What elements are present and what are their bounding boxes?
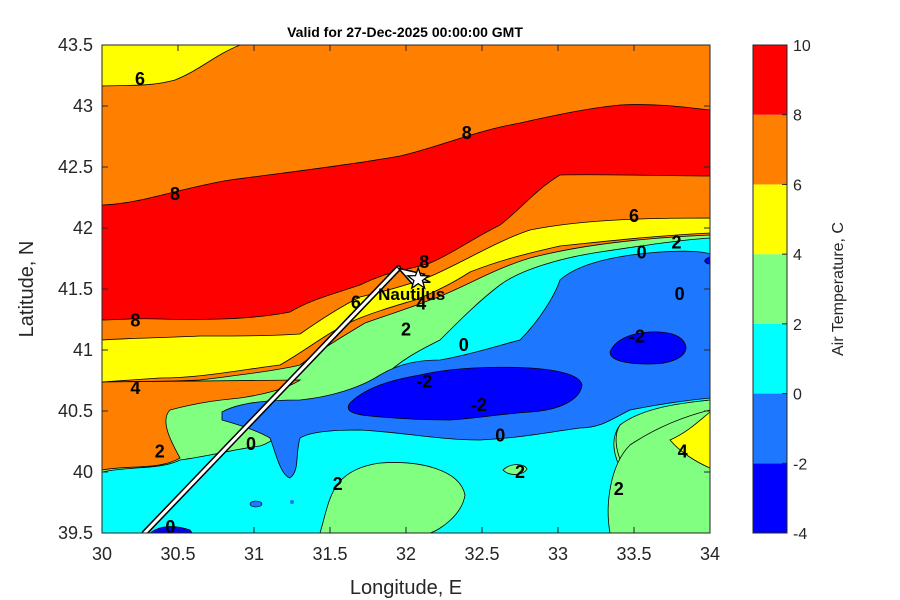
station-label: Nautilus	[378, 285, 445, 304]
station-star-icon	[405, 266, 431, 290]
band-neg4-neg2-east	[609, 331, 687, 365]
contour-label: 2	[401, 319, 411, 339]
band-neg2-0	[221, 250, 710, 479]
contour-label: 2	[155, 441, 165, 461]
contour-label: -2	[416, 372, 432, 392]
track-line	[143, 266, 400, 533]
contour-label: 2	[672, 233, 682, 253]
band-neg4-neg2-edge	[704, 257, 710, 265]
colorbar-tick-label: 0	[793, 387, 802, 404]
contour-label: 0	[637, 242, 647, 262]
speck-blue	[249, 500, 263, 508]
colorbar: -4 -2 0 2 4 6 8 10	[752, 38, 811, 543]
contour-label: 2	[515, 462, 525, 482]
x-tick-label: 32.5	[464, 544, 499, 564]
colorbar-swatch	[753, 323, 787, 394]
colorbar-frame	[752, 44, 788, 534]
contour-label: 8	[462, 123, 472, 143]
y-tick-label: 42	[73, 218, 93, 238]
contour-label: 6	[351, 292, 361, 312]
band-8-10	[102, 104, 710, 321]
contour-label: 2	[333, 474, 343, 494]
y-tick-label: 40.5	[58, 401, 93, 421]
contour-label: 6	[135, 69, 145, 89]
band-4-6-north	[102, 45, 241, 87]
y-tick-label: 39.5	[58, 523, 93, 543]
contour-label: 0	[246, 434, 256, 454]
contour-label: 8	[170, 184, 180, 204]
contour-label: 6	[629, 206, 639, 226]
y-tick-label: 41	[73, 340, 93, 360]
colorbar-tick-label: 2	[793, 317, 802, 334]
chart-title: Valid for 27-Dec-2025 00:00:00 GMT	[287, 24, 523, 40]
x-axis-title: Longitude, E	[350, 577, 462, 599]
contour-label: 0	[675, 284, 685, 304]
contour-label: 0	[495, 425, 505, 445]
colorbar-tick-label: -4	[793, 526, 807, 543]
colorbar-swatch	[753, 463, 787, 533]
contour-label: 2	[614, 479, 624, 499]
contour-label: 0	[459, 335, 469, 355]
colorbar-tick-label: -2	[793, 456, 807, 473]
y-tick-label: 43	[73, 96, 93, 116]
colorbar-tick-label: 10	[793, 38, 811, 55]
colorbar-tick-label: 4	[793, 247, 802, 264]
x-tick-label: 34	[700, 544, 720, 564]
contour-label: -2	[471, 395, 487, 415]
x-tick-label: 33.5	[616, 544, 651, 564]
x-tick-label: 32	[396, 544, 416, 564]
contour-label: 8	[130, 311, 140, 331]
contour-label: 8	[419, 252, 429, 272]
x-tick-label: 31.5	[312, 544, 347, 564]
band-2-4-small-island	[502, 464, 528, 475]
ship-track: Nautilus	[141, 265, 445, 533]
colorbar-title: Air Temperature, C	[830, 222, 847, 356]
x-axis-ticks: 30 30.5 31 31.5 32 32.5 33 33.5 34	[92, 45, 720, 564]
x-tick-label: 30.5	[160, 544, 195, 564]
band-neg4-neg2-center	[347, 366, 583, 421]
contour-label: 4	[130, 378, 140, 398]
colorbar-swatch	[753, 254, 787, 324]
y-tick-label: 42.5	[58, 157, 93, 177]
contour-label: 0	[165, 517, 175, 537]
x-tick-label: 31	[244, 544, 264, 564]
colorbar-swatch	[753, 45, 787, 115]
y-tick-label: 40	[73, 462, 93, 482]
contour-label: 4	[678, 441, 688, 461]
contour-label: 4	[416, 294, 426, 314]
speck-blue-small	[290, 500, 294, 504]
band-4-6	[102, 217, 710, 383]
colorbar-swatch	[753, 184, 787, 255]
colorbar-swatch	[753, 114, 787, 185]
colorbar-tick-label: 8	[793, 108, 802, 125]
contour-label: -2	[629, 327, 645, 347]
x-tick-label: 30	[92, 544, 112, 564]
colorbar-swatch	[753, 393, 787, 464]
y-axis-title: Latitude, N	[16, 241, 38, 338]
y-tick-label: 41.5	[58, 279, 93, 299]
band-neg4-neg2-southwest	[149, 526, 193, 533]
band-2-4-south-island	[319, 462, 466, 533]
x-tick-label: 33	[548, 544, 568, 564]
y-tick-label: 43.5	[58, 35, 93, 55]
band-4-6-southeast	[669, 411, 710, 469]
colorbar-tick-label: 6	[793, 177, 802, 194]
